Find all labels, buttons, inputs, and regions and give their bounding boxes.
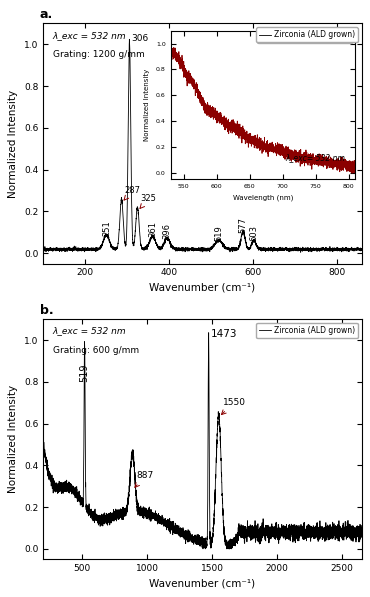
Zirconia (ALD grown) [175,246,179,253]
Y-axis label: Normalized Intensity: Normalized Intensity [9,90,18,198]
Text: 396: 396 [163,223,172,239]
Line: Zirconia (ALD grown): Zirconia (ALD grown) [43,333,361,549]
Zirconia (ALD grown) [334,246,339,253]
Legend: Zirconia (ALD grown): Zirconia (ALD grown) [256,27,358,42]
Text: 603: 603 [249,225,259,241]
Zirconia (ALD grown) [41,246,46,253]
Zirconia (ALD grown) [177,245,182,252]
Text: Grating: 1200 g/mm: Grating: 1200 g/mm [53,50,144,59]
X-axis label: Wavenumber (cm⁻¹): Wavenumber (cm⁻¹) [149,578,255,589]
Zirconia (ALD grown) [192,246,197,253]
Zirconia (ALD grown) [299,249,303,256]
Zirconia (ALD grown) [206,329,211,336]
Text: 306: 306 [131,34,148,43]
Text: Grating: 600 g/mm: Grating: 600 g/mm [53,346,139,355]
Zirconia (ALD grown) [357,528,361,535]
Zirconia (ALD grown) [41,438,46,445]
Zirconia (ALD grown) [359,531,364,538]
Text: 887: 887 [135,471,154,487]
Text: λ_exc = 532 nm: λ_exc = 532 nm [53,327,126,336]
Text: b.: b. [40,304,54,317]
X-axis label: Wavenumber (cm⁻¹): Wavenumber (cm⁻¹) [149,283,255,293]
Text: 1550: 1550 [221,398,246,414]
Text: 361: 361 [148,221,157,237]
Text: 251: 251 [102,220,111,236]
Zirconia (ALD grown) [161,519,165,526]
Zirconia (ALD grown) [350,245,354,253]
Y-axis label: Normalized Intensity: Normalized Intensity [9,385,18,493]
Text: λ_exc = 532 nm: λ_exc = 532 nm [53,30,126,39]
Zirconia (ALD grown) [201,545,205,552]
Zirconia (ALD grown) [272,245,277,253]
Text: 519: 519 [214,226,223,241]
Zirconia (ALD grown) [118,513,123,520]
Text: a.: a. [40,8,53,21]
Text: 519: 519 [80,364,90,381]
Text: 577: 577 [239,217,248,233]
Legend: Zirconia (ALD grown): Zirconia (ALD grown) [256,323,358,338]
Zirconia (ALD grown) [359,245,364,252]
Text: 287: 287 [124,186,141,200]
Zirconia (ALD grown) [127,36,132,43]
Zirconia (ALD grown) [184,529,188,536]
Text: 1473: 1473 [211,329,237,339]
Text: 325: 325 [140,194,157,208]
Zirconia (ALD grown) [115,514,119,521]
Line: Zirconia (ALD grown): Zirconia (ALD grown) [43,39,361,253]
Zirconia (ALD grown) [117,507,121,515]
